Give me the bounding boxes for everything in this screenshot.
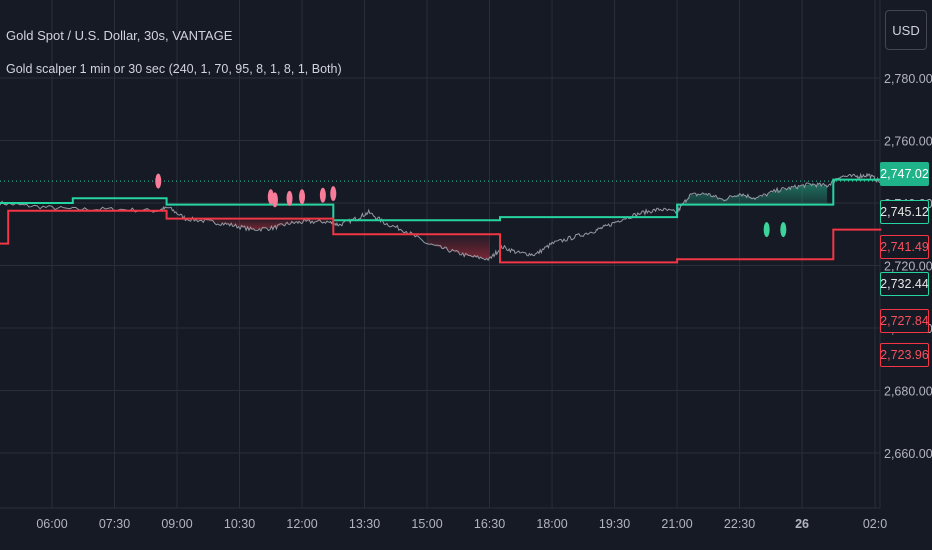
x-tick-label: 19:30 [599,517,630,531]
y-tick-label: 2,780.00 [884,72,932,86]
x-tick-label: 12:00 [286,517,317,531]
sell-signal-marker [271,192,278,208]
sell-signal-marker [155,173,162,189]
price-badge-lower-low: 2,723.96 [880,343,929,367]
x-tick-label: 26 [795,517,809,531]
lower-band-line [0,209,882,264]
sell-signal-marker [286,190,293,206]
sell-signal-marker [299,189,306,205]
y-tick-label: 2,760.00 [884,135,932,149]
x-tick-label: 10:30 [224,517,255,531]
x-tick-label: 15:00 [411,517,442,531]
price-badge-lower-band: 2,741.49 [880,235,929,259]
upper-band-line [0,178,882,222]
signal-markers [155,173,787,238]
y-axis: 2,780.002,760.002,740.002,720.002,700.00… [884,72,932,461]
indicator-label[interactable]: Gold scalper 1 min or 30 sec (240, 1, 70… [6,62,342,76]
price-badge-upper-band: 2,745.12 [880,200,929,224]
x-tick-label: 18:00 [536,517,567,531]
price-badge-upper-prev: 2,732.44 [880,272,929,296]
x-tick-label: 06:00 [36,517,67,531]
sell-signal-marker [319,187,326,203]
currency-button[interactable]: USD [885,10,927,50]
x-tick-label: 09:00 [161,517,192,531]
chart-lines [0,172,882,264]
y-tick-label: 2,680.00 [884,385,932,399]
price-badge-lower-prev: 2,727.84 [880,309,929,333]
x-tick-label: 16:30 [474,517,505,531]
y-tick-label: 2,720.00 [884,260,932,274]
x-axis: 06:00 07:30 09:00 10:30 12:00 13:30 15:00 16:30… [36,517,887,531]
sell-signal-marker [330,186,337,202]
price-badge-last: 2,747.02 [880,162,929,186]
x-tick-label: 13:30 [349,517,380,531]
buy-signal-marker [780,222,787,238]
lower-fill [427,234,490,260]
x-tick-label: 22:30 [724,517,755,531]
y-tick-label: 2,660.00 [884,447,932,461]
x-tick-label: 07:30 [99,517,130,531]
price-line [0,172,882,262]
chart-title: Gold Spot / U.S. Dollar, 30s, VANTAGE [6,28,233,43]
chart-grid [0,0,881,509]
buy-signal-marker [763,222,770,238]
x-tick-label: 21:00 [661,517,692,531]
x-tick-label: 02:0 [863,517,887,531]
